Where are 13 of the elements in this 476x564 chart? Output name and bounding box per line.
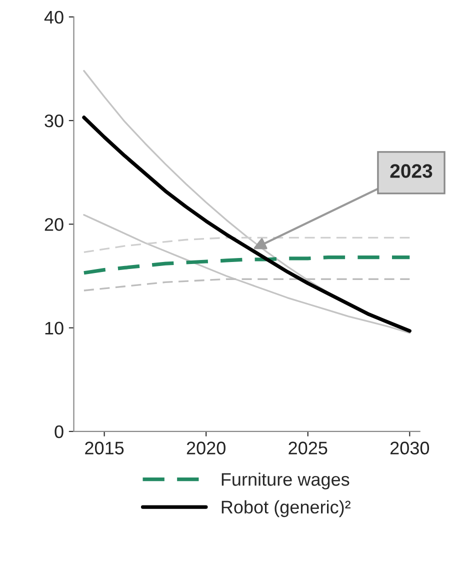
y-tick-label: 0	[54, 425, 64, 438]
x-tick-label: 2015	[85, 442, 124, 454]
annotation: 2023	[390, 164, 432, 178]
x-tick-label: 2030	[390, 442, 430, 454]
legend-label: Furniture wages	[222, 472, 350, 490]
y-tick-label: 10	[45, 322, 64, 335]
x-tick-label: 2020	[186, 442, 226, 454]
y-tick-label: 40	[44, 10, 64, 24]
y-tick-label: 20	[44, 218, 64, 231]
x-tick-label: 2025	[288, 442, 328, 454]
line-series	[82, 256, 412, 275]
y-tick-label: 30	[44, 114, 64, 128]
legend-label: Robot (generic)²	[222, 500, 351, 518]
